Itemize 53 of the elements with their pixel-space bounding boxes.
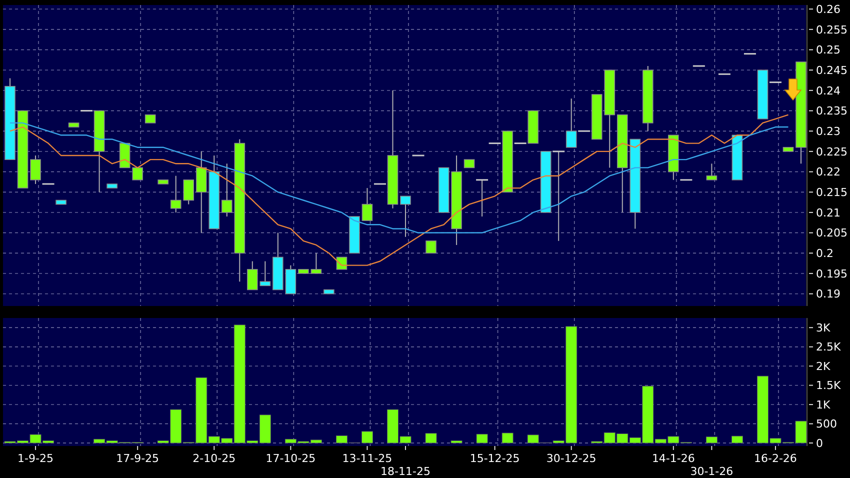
x-tick-label: 13-11-25 (342, 452, 392, 465)
y-tick-label: 500 (816, 418, 837, 431)
bar (450, 440, 462, 444)
y-tick-label: 0.23 (816, 124, 840, 138)
x-tick-label: 30-1-26 (690, 465, 734, 478)
candlestick (247, 260, 258, 290)
candlestick (426, 240, 436, 254)
y-tick-label: 0.26 (816, 2, 840, 16)
x-tick-label: 30-12-25 (546, 452, 596, 465)
x-tick-label: 17-9-25 (116, 452, 160, 465)
candlestick (362, 188, 373, 222)
y-tick-label: 0.255 (816, 23, 848, 36)
y-tick-label: 0.21 (816, 206, 840, 220)
bar (425, 433, 437, 444)
y-tick-label: 1.5K (816, 379, 842, 392)
y-tick-label: 0.195 (816, 267, 848, 280)
bar (476, 434, 488, 444)
x-tick-label: 2-10-25 (192, 452, 236, 465)
bar (706, 436, 718, 444)
y-tick-label: 0.205 (816, 226, 848, 240)
x-tick-label: 17-10-25 (266, 452, 316, 465)
candlestick (706, 163, 718, 180)
y-tick-label: 0.2 (816, 246, 834, 260)
candlestick (476, 179, 488, 218)
x-tick-label: 18-11-25 (380, 465, 430, 478)
line-series (9, 122, 789, 234)
candlestick (552, 150, 565, 242)
bar (731, 436, 743, 444)
bar (502, 432, 514, 444)
y-tick-label: 0 (816, 436, 823, 450)
x-tick-label: 15-12-25 (470, 452, 520, 465)
y-tick-label: 0.22 (816, 166, 840, 179)
y-tick-label: 0.225 (816, 145, 848, 158)
y-tick-label: 0.25 (816, 44, 840, 57)
y-tick-label: 0.19 (816, 288, 840, 301)
candlestick (260, 260, 271, 286)
candlestick (30, 155, 41, 184)
candlestick (132, 167, 143, 180)
y-tick-label: 3K (816, 321, 831, 334)
y-tick-label: 2K (816, 360, 831, 373)
y-tick-label: 0.235 (816, 104, 848, 118)
candlestick (566, 98, 577, 148)
y-tick-label: 2.5K (816, 340, 842, 354)
candlestick (310, 252, 322, 274)
x-tick-label: 14-1-26 (652, 452, 695, 465)
x-tick-label: 1-9-25 (18, 452, 54, 465)
y-tick-label: 0.245 (816, 64, 848, 77)
y-tick-label: 0.24 (816, 84, 840, 98)
y-tick-label: 1K (816, 398, 831, 412)
y-tick-label: 0.215 (816, 186, 848, 199)
candlestick (400, 196, 411, 238)
x-tick-label: 16-2-26 (754, 452, 797, 465)
line-series (9, 114, 789, 266)
